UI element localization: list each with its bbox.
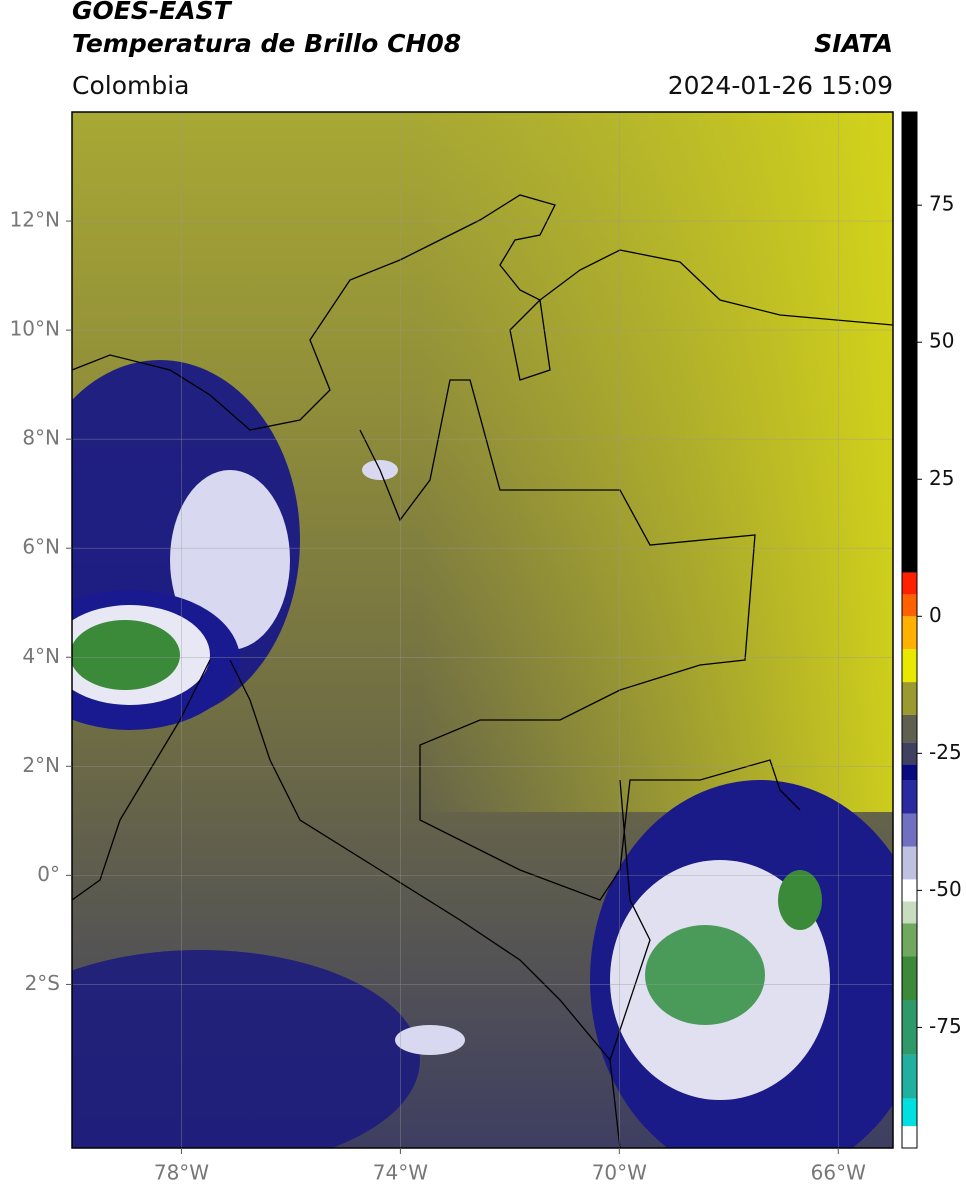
plot-frame — [71, 111, 894, 1149]
region: Colombia — [72, 71, 189, 100]
colorbar-tick-label: -75 — [929, 1014, 962, 1038]
colorbar-tick-label: 25 — [929, 466, 954, 490]
x-tick-label: 74°W — [373, 1161, 428, 1185]
subtitle: Temperatura de Brillo CH08 — [72, 29, 461, 58]
y-tick-label: 4°N — [22, 644, 60, 668]
colorbar-segment — [902, 764, 917, 781]
colorbar-tick-label: 50 — [929, 329, 954, 353]
title: GOES-EAST — [72, 0, 233, 25]
y-tick-label: 10°N — [10, 317, 60, 341]
colorbar-segment — [902, 594, 917, 617]
colorbar-segment — [902, 649, 917, 683]
y-tick-label: 2°N — [22, 753, 60, 777]
x-tick-label: 78°W — [154, 1161, 209, 1185]
colorbar-segment — [902, 682, 917, 715]
borders — [72, 194, 893, 1148]
colorbar-segment — [902, 1000, 917, 1055]
colorbar-tick-label: 75 — [929, 192, 954, 216]
colorbar-tick-label: -50 — [929, 877, 962, 901]
y-tick-label: 0° — [37, 862, 60, 886]
colorbar-segment — [902, 813, 917, 847]
colorbar-segment — [902, 112, 917, 573]
colorbar-segment — [902, 879, 917, 902]
colorbar-segment — [902, 1054, 917, 1099]
colorbar-segment — [902, 572, 917, 595]
colorbar-segment — [902, 923, 917, 957]
satellite-image — [72, 112, 893, 1148]
colorbar-tick-label: -25 — [929, 740, 962, 764]
colorbar-segment — [902, 616, 917, 650]
y-tick-label: 12°N — [10, 208, 60, 232]
colorbar-segment — [902, 901, 917, 924]
x-tick-label: 70°W — [592, 1161, 647, 1185]
colorbar-frame — [901, 111, 918, 1149]
x-tick-label: 66°W — [811, 1161, 866, 1185]
source: SIATA — [814, 29, 893, 58]
timestamp: 2024-01-26 15:09 — [668, 71, 893, 100]
colorbar-segment — [902, 780, 917, 814]
colorbar-segment — [902, 714, 917, 743]
y-tick-label: 6°N — [22, 535, 60, 559]
colorbar-segment — [902, 1126, 917, 1148]
colorbar-segment — [902, 846, 917, 880]
colorbar-segment — [902, 1098, 917, 1127]
colorbar-segment — [902, 956, 917, 1000]
y-tick-label: 8°N — [22, 426, 60, 450]
colorbar-segment — [902, 742, 917, 765]
y-tick-label: 2°S — [25, 971, 60, 995]
colorbar-tick-label: 0 — [929, 603, 942, 627]
